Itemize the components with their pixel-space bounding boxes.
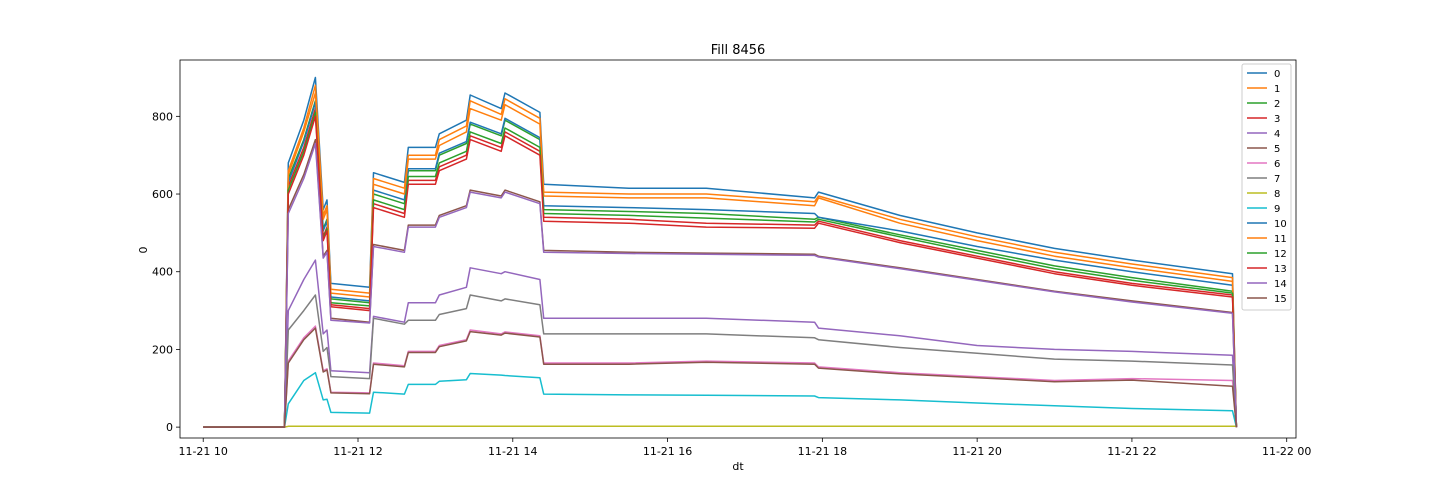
- legend-entry-10: 10: [1274, 219, 1287, 230]
- y-tick-label: 800: [152, 110, 173, 123]
- series-line-15: [203, 327, 1238, 428]
- y-tick-label: 0: [166, 421, 173, 434]
- legend-entry-2: 2: [1274, 99, 1280, 110]
- x-tick-label: 11-21 14: [488, 445, 537, 458]
- legend-entry-0: 0: [1274, 69, 1280, 80]
- x-tick-label: 11-21 12: [333, 445, 382, 458]
- chart-title: Fill 8456: [711, 43, 766, 58]
- legend-entry-3: 3: [1274, 114, 1280, 125]
- legend-entry-12: 12: [1274, 249, 1287, 260]
- plot-area: 11-21 10 11-21 12 11-21 14 11-21 16 11-21 18…: [152, 59, 1311, 458]
- legend-entry-1: 1: [1274, 84, 1280, 95]
- series-line-13: [203, 115, 1238, 428]
- x-tick-label: 11-21 10: [178, 445, 227, 458]
- y-tick-label: 600: [152, 188, 173, 201]
- series-line-7: [203, 294, 1238, 428]
- x-axis-label: dt: [732, 460, 744, 473]
- legend-entry-11: 11: [1274, 234, 1287, 245]
- legend-entry-4: 4: [1274, 129, 1280, 140]
- legend-entry-7: 7: [1274, 174, 1280, 185]
- y-axis-label: 0: [137, 247, 150, 254]
- series-line-4: [203, 259, 1238, 428]
- legend-entry-14: 14: [1274, 279, 1287, 290]
- legend-entry-9: 9: [1274, 204, 1280, 215]
- legend-entry-5: 5: [1274, 144, 1280, 155]
- series-line-8: [203, 425, 1237, 428]
- legend-entry-6: 6: [1274, 159, 1280, 170]
- legend-entry-8: 8: [1274, 189, 1280, 200]
- x-tick-label: 11-21 16: [643, 445, 692, 458]
- x-tick-label: 11-21 18: [798, 445, 847, 458]
- series-line-14: [203, 142, 1238, 428]
- series-line-9: [203, 371, 1238, 428]
- legend-entry-13: 13: [1274, 264, 1287, 275]
- x-tick-label: 11-22 00: [1262, 445, 1311, 458]
- plot-frame: [179, 59, 1297, 439]
- x-tick-label: 11-21 22: [1107, 445, 1156, 458]
- y-tick-label: 400: [152, 266, 173, 279]
- legend-box: [1241, 63, 1292, 311]
- series-line-11: [203, 92, 1238, 428]
- y-tick-label: 200: [152, 343, 173, 356]
- legend-entry-15: 15: [1274, 294, 1287, 305]
- x-tick-label: 11-21 20: [952, 445, 1001, 458]
